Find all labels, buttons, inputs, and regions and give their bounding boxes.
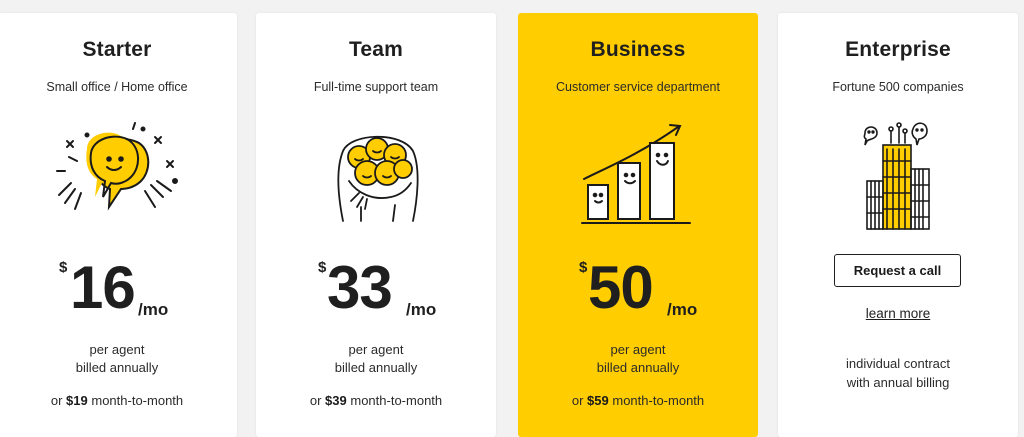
per-agent-text: per agent — [610, 342, 666, 357]
price: $ 33 /mo — [256, 253, 496, 333]
per-agent-text: per agent — [348, 342, 404, 357]
mtm-price: $59 — [587, 393, 609, 408]
currency-symbol: $ — [318, 259, 327, 276]
billed-text: billed annually — [75, 360, 159, 375]
plan-subtitle: Small office / Home office — [46, 80, 188, 94]
price-period: /mo — [667, 300, 698, 319]
plan-card-business: Business Customer service department $ 5… — [518, 13, 758, 437]
mtm-suffix: month-to-month — [612, 393, 705, 408]
price: $ 16 /mo — [0, 253, 237, 333]
plan-name: Business — [590, 38, 686, 61]
mtm-price: $19 — [66, 393, 88, 408]
plan-card-starter: Starter Small office / Home office $ 16 … — [0, 13, 237, 437]
mtm-prefix: or — [571, 393, 584, 408]
plan-name: Team — [348, 38, 404, 61]
learn-more-link[interactable]: learn more — [865, 306, 931, 321]
month-to-month-text: or $39 month-to-month — [256, 393, 496, 408]
month-to-month-text: or $59 month-to-month — [518, 393, 758, 408]
mtm-price: $39 — [325, 393, 347, 408]
per-agent-text: per agent — [89, 342, 145, 357]
plan-name: Starter — [82, 38, 152, 61]
speech-bubble-face-icon — [47, 121, 187, 236]
team-group-hug-icon — [321, 121, 431, 236]
price-period: /mo — [138, 300, 169, 319]
contract-text-line1: individual contract — [845, 356, 951, 371]
price-period: /mo — [406, 300, 437, 319]
price: $ 50 /mo — [518, 253, 758, 333]
contract-text-line2: with annual billing — [846, 375, 950, 390]
plan-subtitle: Customer service department — [556, 80, 720, 94]
month-to-month-text: or $19 month-to-month — [0, 393, 237, 408]
plan-subtitle: Full-time support team — [313, 80, 439, 94]
plan-subtitle: Fortune 500 companies — [832, 80, 964, 94]
currency-symbol: $ — [579, 259, 588, 276]
price-amount: 16 — [70, 254, 136, 321]
growth-bar-chart-icon — [578, 121, 698, 236]
plan-name: Enterprise — [845, 38, 951, 61]
mtm-prefix: or — [50, 393, 63, 408]
mtm-suffix: month-to-month — [350, 393, 443, 408]
request-call-button[interactable]: Request a call — [834, 254, 961, 287]
currency-symbol: $ — [59, 259, 68, 276]
billed-text: billed annually — [596, 360, 680, 375]
skyscraper-icon — [853, 121, 943, 236]
mtm-suffix: month-to-month — [91, 393, 184, 408]
plan-card-enterprise: Enterprise Fortune 500 companies Request… — [778, 13, 1018, 437]
price-amount: 50 — [588, 254, 654, 321]
mtm-prefix: or — [309, 393, 322, 408]
plan-card-team: Team Full-time support team $ 33 /mo per… — [256, 13, 496, 437]
price-amount: 33 — [327, 254, 393, 321]
billed-text: billed annually — [334, 360, 418, 375]
